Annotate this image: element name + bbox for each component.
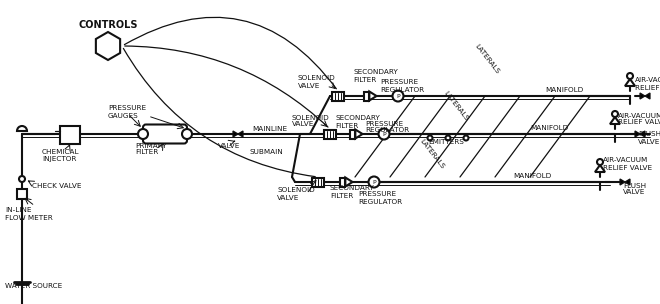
- Text: SOLENOID
VALVE: SOLENOID VALVE: [298, 75, 336, 88]
- Bar: [339, 178, 345, 186]
- Text: MANIFOLD: MANIFOLD: [513, 173, 551, 179]
- Text: WATER SOURCE: WATER SOURCE: [5, 283, 62, 289]
- Text: FLUSH
VALVE: FLUSH VALVE: [623, 182, 646, 195]
- Polygon shape: [625, 179, 630, 185]
- Polygon shape: [370, 92, 376, 101]
- Text: CHECK VALVE: CHECK VALVE: [32, 183, 81, 189]
- Text: CHEMICAL
INJECTOR: CHEMICAL INJECTOR: [42, 150, 79, 163]
- Text: AIR-VACUUM
RELIEF VALVE: AIR-VACUUM RELIEF VALVE: [603, 157, 652, 171]
- Circle shape: [446, 136, 451, 140]
- Text: MANIFOLD: MANIFOLD: [530, 125, 568, 131]
- Text: MAINLINE: MAINLINE: [252, 126, 287, 132]
- Text: PRESSURE
REGULATOR: PRESSURE REGULATOR: [358, 192, 402, 205]
- Text: LATERALS: LATERALS: [443, 90, 469, 122]
- Text: EMITTERS: EMITTERS: [428, 139, 464, 145]
- Circle shape: [378, 129, 389, 140]
- Text: IN-LINE
FLOW METER: IN-LINE FLOW METER: [5, 208, 53, 220]
- Text: PRESSURE
REGULATOR: PRESSURE REGULATOR: [365, 120, 409, 133]
- Polygon shape: [96, 32, 120, 60]
- Text: AIR-VACUUM
RELIEF VALVE: AIR-VACUUM RELIEF VALVE: [635, 78, 660, 91]
- Text: LATERALS: LATERALS: [418, 138, 446, 170]
- Polygon shape: [640, 131, 645, 137]
- Circle shape: [138, 129, 148, 139]
- Polygon shape: [595, 165, 605, 172]
- Polygon shape: [233, 131, 238, 137]
- Text: P: P: [372, 179, 376, 185]
- Text: PRESSURE
GAUGES: PRESSURE GAUGES: [108, 105, 146, 119]
- Bar: [60, 126, 80, 144]
- Text: SOLENOID
VALVE: SOLENOID VALVE: [277, 188, 315, 201]
- Circle shape: [612, 111, 618, 117]
- Text: CONTROLS: CONTROLS: [79, 20, 138, 30]
- Text: LATERALS: LATERALS: [474, 43, 500, 75]
- Text: SECONDARY
FILTER: SECONDARY FILTER: [335, 116, 380, 129]
- Text: SECONDARY
FILTER: SECONDARY FILTER: [330, 185, 375, 199]
- Text: MANIFOLD: MANIFOLD: [545, 87, 583, 93]
- Text: P: P: [396, 94, 400, 98]
- FancyBboxPatch shape: [143, 125, 187, 143]
- Text: PRIMARY
FILTER: PRIMARY FILTER: [135, 143, 166, 156]
- Circle shape: [19, 176, 25, 182]
- Text: SOLENOID
VALVE: SOLENOID VALVE: [292, 115, 330, 127]
- Text: FLUSH
VALVE: FLUSH VALVE: [638, 132, 660, 144]
- Bar: [17, 189, 27, 199]
- Circle shape: [597, 159, 603, 165]
- Polygon shape: [238, 131, 243, 137]
- Bar: [364, 92, 370, 101]
- Polygon shape: [645, 93, 650, 99]
- Text: AIR-VACUUM
RELIEF VALVE: AIR-VACUUM RELIEF VALVE: [618, 112, 660, 126]
- Circle shape: [463, 136, 469, 140]
- Text: SUBMAIN: SUBMAIN: [250, 149, 284, 155]
- Text: SECONDARY
FILTER: SECONDARY FILTER: [353, 70, 398, 82]
- Circle shape: [393, 91, 403, 102]
- Polygon shape: [625, 79, 635, 86]
- Circle shape: [368, 177, 379, 188]
- Text: PRESSURE
REGULATOR: PRESSURE REGULATOR: [380, 80, 424, 92]
- Text: P: P: [382, 132, 386, 136]
- Circle shape: [182, 129, 192, 139]
- Polygon shape: [620, 179, 625, 185]
- Polygon shape: [610, 117, 620, 124]
- Circle shape: [428, 136, 432, 140]
- Wedge shape: [17, 126, 27, 131]
- Polygon shape: [345, 178, 352, 186]
- Polygon shape: [355, 130, 362, 139]
- Text: VALVE: VALVE: [218, 143, 240, 149]
- Circle shape: [627, 73, 633, 79]
- Bar: [332, 92, 344, 101]
- Polygon shape: [640, 93, 645, 99]
- Bar: [324, 130, 336, 139]
- Polygon shape: [635, 131, 640, 137]
- Bar: [312, 178, 324, 186]
- Bar: [350, 130, 355, 139]
